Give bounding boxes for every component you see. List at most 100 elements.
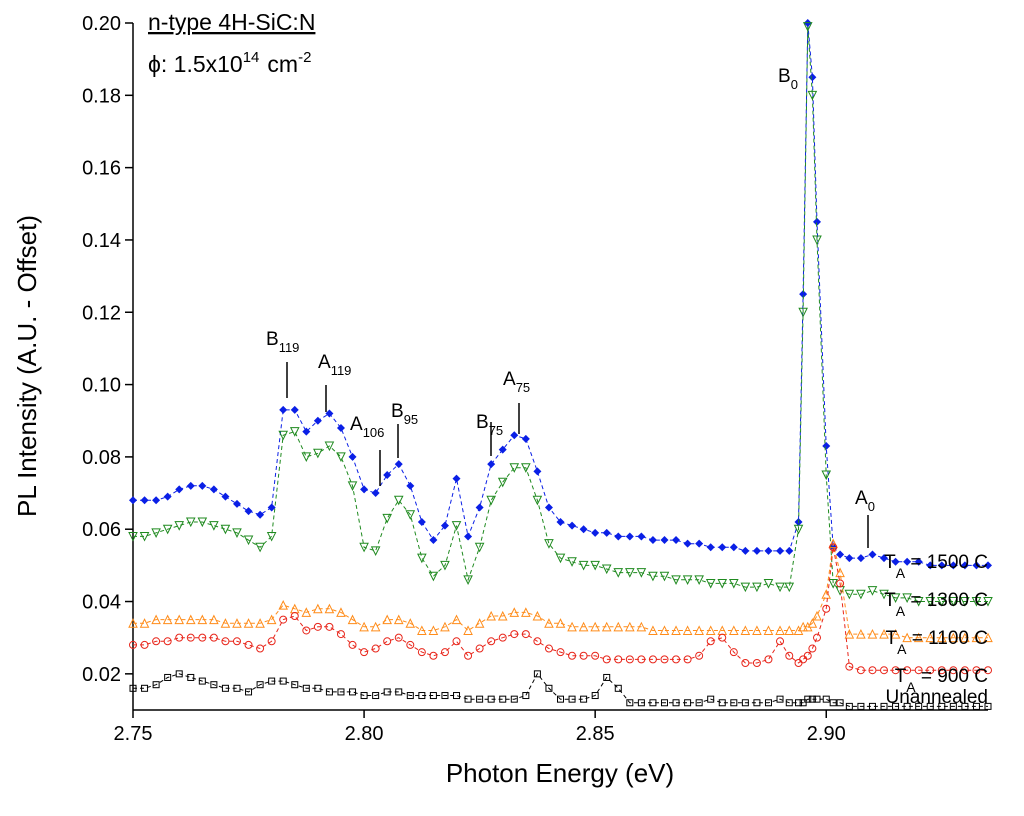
marker bbox=[659, 571, 670, 582]
marker bbox=[614, 532, 623, 541]
marker bbox=[393, 614, 404, 625]
marker bbox=[764, 699, 772, 707]
marker bbox=[417, 517, 426, 526]
marker bbox=[209, 633, 218, 642]
marker bbox=[164, 673, 172, 681]
marker bbox=[162, 614, 173, 625]
marker bbox=[474, 542, 485, 553]
marker bbox=[186, 633, 195, 642]
marker bbox=[829, 699, 837, 707]
marker bbox=[903, 557, 912, 566]
marker bbox=[822, 604, 831, 613]
marker bbox=[544, 618, 554, 628]
marker bbox=[152, 681, 160, 689]
marker bbox=[255, 618, 265, 628]
marker bbox=[845, 662, 854, 671]
marker bbox=[232, 528, 242, 538]
marker bbox=[174, 521, 185, 531]
series-label: TA = 1300 C bbox=[884, 590, 988, 619]
y-tick-label: 0.02 bbox=[82, 664, 121, 686]
marker bbox=[532, 610, 543, 621]
marker bbox=[267, 503, 276, 512]
peak-letter: A bbox=[855, 488, 868, 509]
series-line bbox=[133, 22, 988, 566]
marker bbox=[372, 692, 380, 700]
marker bbox=[266, 614, 277, 625]
marker bbox=[313, 416, 322, 425]
marker bbox=[256, 644, 265, 653]
marker bbox=[440, 560, 450, 571]
marker bbox=[672, 699, 680, 707]
marker bbox=[961, 702, 969, 710]
marker bbox=[949, 702, 957, 710]
marker bbox=[452, 474, 461, 483]
marker bbox=[613, 621, 624, 632]
marker bbox=[983, 632, 993, 643]
marker bbox=[625, 621, 635, 632]
marker bbox=[903, 666, 912, 675]
marker bbox=[140, 496, 149, 505]
marker bbox=[313, 622, 322, 631]
marker bbox=[804, 695, 812, 703]
peak-label: A106 bbox=[350, 414, 384, 440]
marker bbox=[545, 684, 553, 692]
marker bbox=[290, 611, 299, 620]
marker bbox=[821, 470, 832, 481]
marker bbox=[314, 684, 322, 692]
marker bbox=[718, 543, 727, 552]
marker bbox=[406, 640, 415, 649]
y-tick-label: 0.06 bbox=[82, 519, 121, 541]
marker bbox=[163, 492, 172, 501]
marker bbox=[393, 495, 404, 506]
marker bbox=[579, 525, 588, 534]
marker bbox=[649, 699, 657, 707]
marker bbox=[440, 621, 450, 632]
marker bbox=[902, 593, 912, 604]
marker bbox=[867, 586, 878, 596]
marker bbox=[648, 655, 657, 664]
marker bbox=[464, 651, 473, 660]
marker bbox=[972, 666, 981, 675]
marker bbox=[452, 637, 461, 646]
marker bbox=[221, 684, 229, 692]
marker bbox=[521, 434, 530, 443]
marker bbox=[705, 625, 716, 635]
marker bbox=[813, 217, 821, 226]
marker bbox=[417, 648, 426, 657]
marker bbox=[813, 695, 821, 703]
marker bbox=[555, 618, 566, 628]
marker bbox=[336, 630, 345, 639]
marker bbox=[752, 546, 761, 555]
peak-subscript: 75 bbox=[516, 380, 530, 395]
marker bbox=[129, 496, 137, 505]
marker bbox=[626, 699, 634, 707]
marker bbox=[672, 536, 681, 545]
marker bbox=[844, 628, 855, 639]
peak-label: B95 bbox=[391, 401, 418, 427]
marker bbox=[807, 90, 818, 101]
marker bbox=[590, 621, 600, 632]
marker bbox=[822, 695, 830, 703]
marker bbox=[325, 409, 334, 418]
marker bbox=[578, 560, 589, 571]
marker bbox=[903, 702, 911, 710]
marker bbox=[775, 625, 785, 635]
marker bbox=[936, 597, 947, 607]
marker bbox=[776, 637, 785, 646]
marker bbox=[880, 554, 889, 563]
marker bbox=[185, 614, 196, 625]
marker bbox=[486, 495, 496, 506]
marker bbox=[221, 492, 230, 501]
marker bbox=[785, 651, 794, 660]
marker bbox=[798, 307, 808, 318]
marker bbox=[892, 702, 900, 710]
marker bbox=[198, 481, 207, 490]
marker bbox=[151, 528, 161, 538]
marker bbox=[694, 625, 704, 635]
marker bbox=[636, 568, 647, 578]
marker bbox=[915, 702, 923, 710]
marker bbox=[568, 521, 577, 530]
marker bbox=[463, 625, 473, 635]
marker bbox=[660, 536, 669, 545]
marker bbox=[336, 452, 346, 463]
